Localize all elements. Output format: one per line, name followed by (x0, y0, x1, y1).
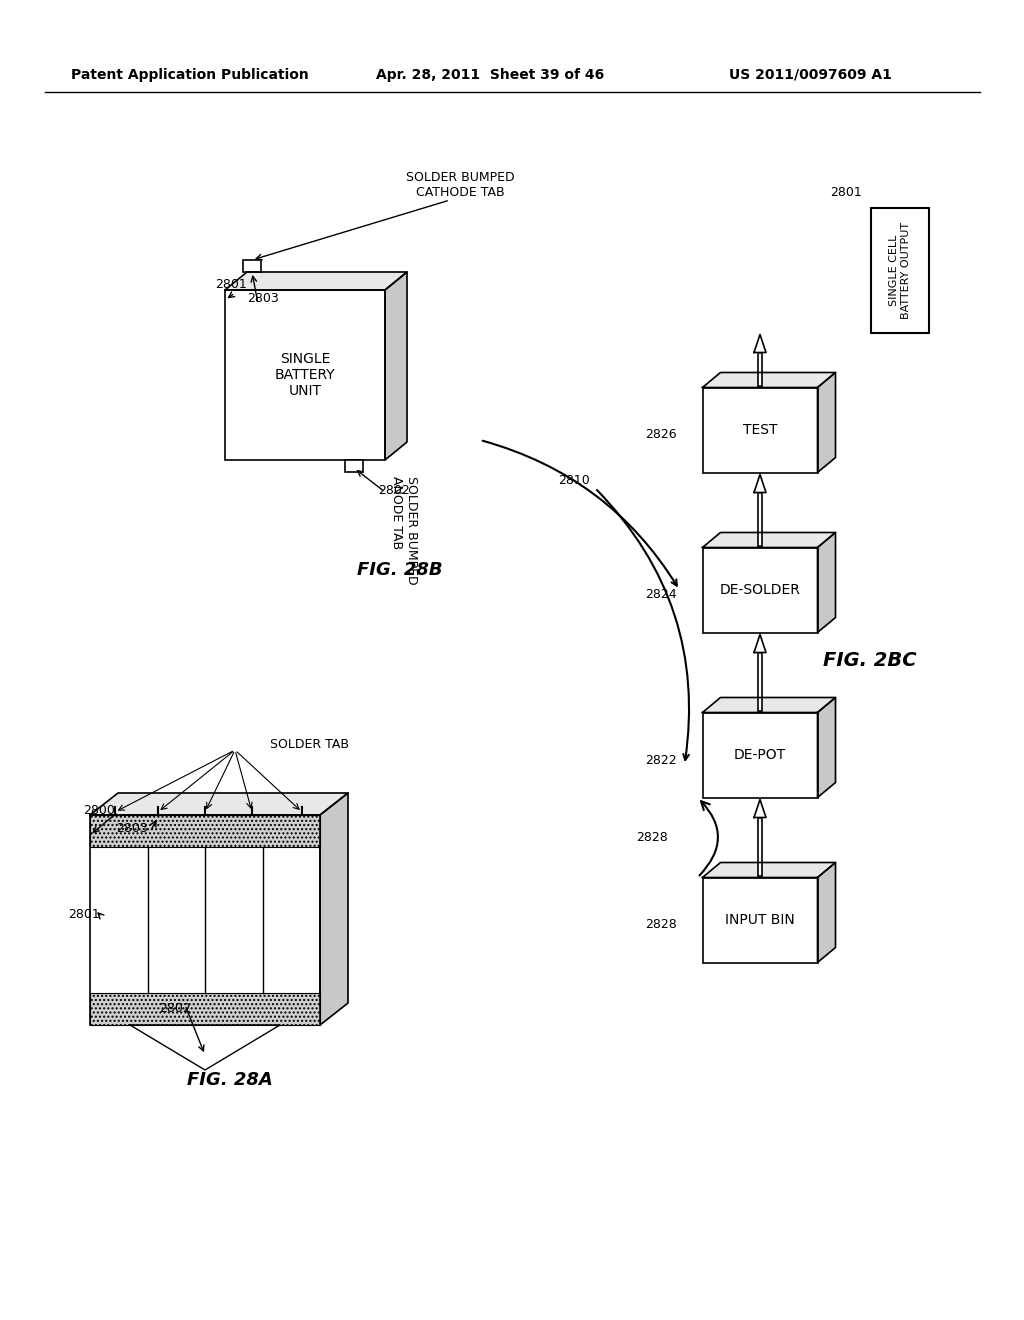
Polygon shape (817, 372, 836, 473)
Polygon shape (817, 697, 836, 797)
Bar (90, 993, 319, 1026)
Text: 2826: 2826 (645, 429, 677, 441)
Text: 2802: 2802 (159, 1002, 190, 1015)
Polygon shape (754, 334, 766, 352)
Text: SINGLE CELL
BATTERY OUTPUT: SINGLE CELL BATTERY OUTPUT (889, 222, 910, 318)
Text: 2800: 2800 (83, 804, 115, 817)
Bar (702, 548, 817, 632)
Bar (345, 459, 362, 473)
Text: 2801: 2801 (215, 279, 247, 292)
Bar (871, 207, 929, 333)
Bar (758, 492, 763, 545)
Polygon shape (319, 793, 348, 1026)
Bar (243, 260, 261, 272)
Polygon shape (90, 793, 348, 814)
Text: DE-POT: DE-POT (734, 748, 786, 762)
Text: 2801: 2801 (830, 186, 862, 199)
Text: SINGLE
BATTERY
UNIT: SINGLE BATTERY UNIT (274, 352, 335, 399)
Text: Patent Application Publication: Patent Application Publication (71, 69, 309, 82)
Text: 2802: 2802 (378, 483, 410, 496)
Polygon shape (385, 272, 407, 459)
Polygon shape (754, 474, 766, 492)
Bar (758, 817, 763, 875)
Bar (702, 713, 817, 797)
Text: 2822: 2822 (645, 754, 677, 767)
Text: DE-SOLDER: DE-SOLDER (720, 583, 801, 597)
Bar (758, 652, 763, 710)
Text: 2810: 2810 (558, 474, 590, 487)
Text: Apr. 28, 2011  Sheet 39 of 46: Apr. 28, 2011 Sheet 39 of 46 (376, 69, 604, 82)
Bar (90, 814, 319, 847)
Text: 2824: 2824 (645, 589, 677, 602)
Text: US 2011/0097609 A1: US 2011/0097609 A1 (728, 69, 892, 82)
Text: INPUT BIN: INPUT BIN (725, 913, 795, 927)
Text: TEST: TEST (742, 422, 777, 437)
Bar (90, 814, 319, 1026)
Text: SOLDER BUMPED
CATHODE TAB: SOLDER BUMPED CATHODE TAB (406, 172, 514, 199)
Bar (702, 878, 817, 962)
Polygon shape (702, 862, 836, 878)
Polygon shape (702, 697, 836, 713)
Polygon shape (702, 372, 836, 388)
Polygon shape (225, 272, 407, 290)
Bar (758, 352, 763, 385)
Polygon shape (754, 635, 766, 652)
Polygon shape (817, 862, 836, 962)
Text: 2803: 2803 (247, 292, 279, 305)
Text: 2828: 2828 (636, 832, 668, 843)
Text: FIG. 28A: FIG. 28A (187, 1071, 272, 1089)
Text: SOLDER TAB: SOLDER TAB (270, 738, 349, 751)
Polygon shape (754, 800, 766, 817)
Text: 2801: 2801 (69, 908, 100, 921)
Text: FIG. 28B: FIG. 28B (357, 561, 442, 579)
Polygon shape (817, 532, 836, 632)
Polygon shape (702, 532, 836, 548)
Text: 2828: 2828 (645, 919, 677, 932)
Text: FIG. 2BC: FIG. 2BC (823, 651, 916, 669)
Text: SOLDER BUMPED
ANODE TAB: SOLDER BUMPED ANODE TAB (390, 475, 418, 585)
Bar (702, 388, 817, 473)
Text: 2803: 2803 (117, 821, 148, 834)
Bar (225, 290, 385, 459)
